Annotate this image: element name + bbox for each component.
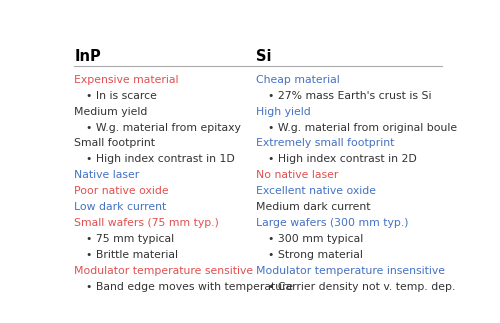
Text: • In is scarce: • In is scarce bbox=[86, 91, 156, 101]
Text: Medium dark current: Medium dark current bbox=[256, 202, 371, 212]
Text: Small wafers (75 mm typ.): Small wafers (75 mm typ.) bbox=[74, 218, 219, 228]
Text: Cheap material: Cheap material bbox=[256, 75, 340, 85]
Text: Excellent native oxide: Excellent native oxide bbox=[256, 186, 376, 196]
Text: Small footprint: Small footprint bbox=[74, 139, 155, 149]
Text: InP: InP bbox=[74, 49, 101, 64]
Text: Extremely small footprint: Extremely small footprint bbox=[256, 139, 394, 149]
Text: • Band edge moves with temperature: • Band edge moves with temperature bbox=[86, 282, 293, 292]
Text: • 300 mm typical: • 300 mm typical bbox=[268, 234, 363, 244]
Text: • W.g. material from original boule: • W.g. material from original boule bbox=[268, 122, 457, 132]
Text: Large wafers (300 mm typ.): Large wafers (300 mm typ.) bbox=[256, 218, 409, 228]
Text: • 27% mass Earth's crust is Si: • 27% mass Earth's crust is Si bbox=[268, 91, 432, 101]
Text: • High index contrast in 2D: • High index contrast in 2D bbox=[268, 154, 416, 164]
Text: Medium yield: Medium yield bbox=[74, 107, 148, 117]
Text: • 75 mm typical: • 75 mm typical bbox=[86, 234, 174, 244]
Text: • W.g. material from epitaxy: • W.g. material from epitaxy bbox=[86, 122, 240, 132]
Text: No native laser: No native laser bbox=[256, 170, 338, 180]
Text: • Brittle material: • Brittle material bbox=[86, 250, 178, 260]
Text: • Strong material: • Strong material bbox=[268, 250, 363, 260]
Text: Modulator temperature insensitive: Modulator temperature insensitive bbox=[256, 266, 446, 276]
Text: • Carrier density not v. temp. dep.: • Carrier density not v. temp. dep. bbox=[268, 282, 455, 292]
Text: Native laser: Native laser bbox=[74, 170, 140, 180]
Text: High yield: High yield bbox=[256, 107, 311, 117]
Text: Si: Si bbox=[256, 49, 272, 64]
Text: Modulator temperature sensitive: Modulator temperature sensitive bbox=[74, 266, 254, 276]
Text: Poor native oxide: Poor native oxide bbox=[74, 186, 169, 196]
Text: Low dark current: Low dark current bbox=[74, 202, 166, 212]
Text: • High index contrast in 1D: • High index contrast in 1D bbox=[86, 154, 234, 164]
Text: Expensive material: Expensive material bbox=[74, 75, 178, 85]
